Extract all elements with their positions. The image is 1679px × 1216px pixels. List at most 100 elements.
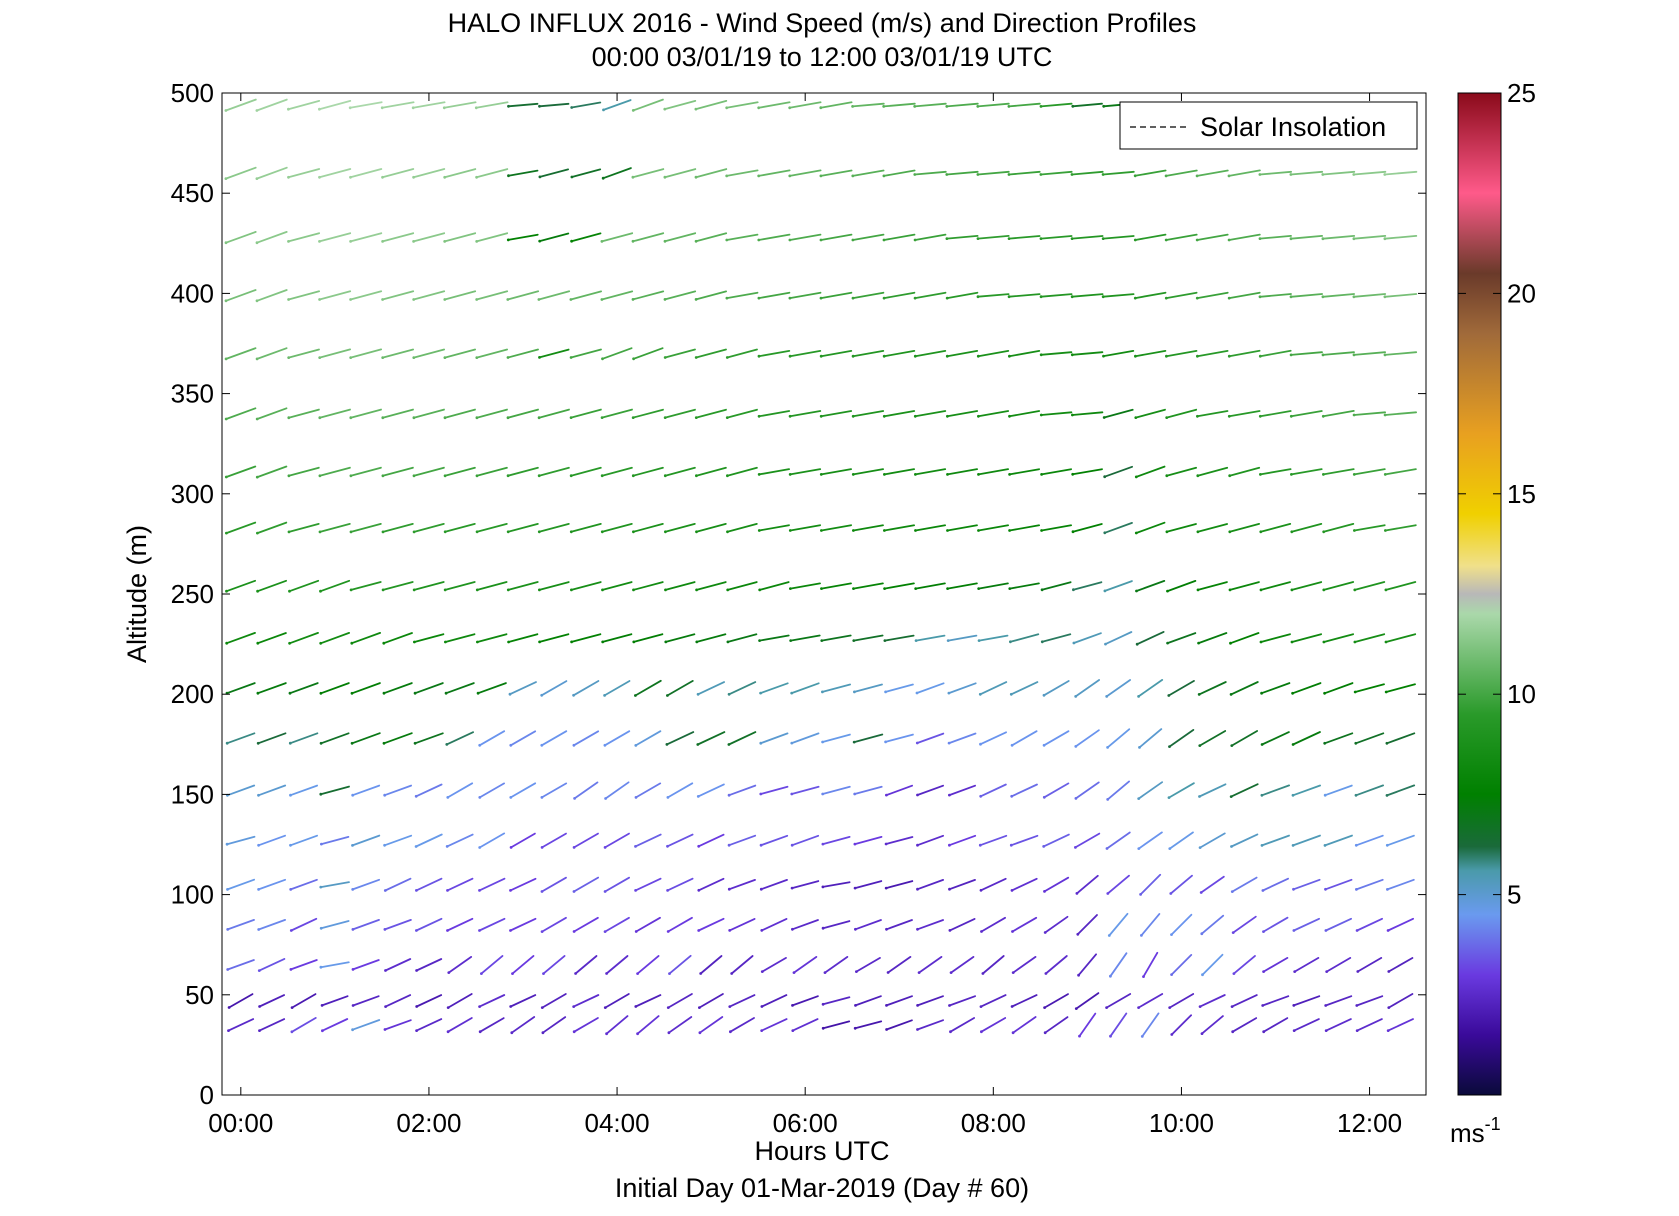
wind-barb-tail xyxy=(351,968,355,971)
wind-barb xyxy=(318,232,352,243)
wind-barb xyxy=(853,733,884,743)
wind-barb xyxy=(757,233,791,241)
wind-barb-tail xyxy=(538,588,541,592)
wind-barb xyxy=(226,732,256,745)
wind-barb xyxy=(1011,994,1038,1008)
wind-barb-tail xyxy=(572,1005,576,1008)
wind-barb-tail xyxy=(538,175,542,179)
wind-barb-tail xyxy=(694,298,698,301)
wind-barb xyxy=(540,730,568,747)
wind-barb xyxy=(1201,953,1224,976)
wind-barb xyxy=(789,634,821,642)
wind-barb xyxy=(914,349,947,358)
wind-barb xyxy=(381,290,415,301)
wind-barb-tail xyxy=(663,474,667,478)
x-tick-label: 02:00 xyxy=(396,1108,461,1138)
wind-barb-tail xyxy=(475,474,479,478)
wind-barb xyxy=(605,955,629,975)
wind-barb xyxy=(1325,917,1352,932)
wind-barb xyxy=(570,290,602,301)
wind-barb-tail xyxy=(1072,641,1076,645)
wind-barb-tail xyxy=(1356,970,1360,973)
wind-barb xyxy=(603,680,631,697)
wind-barb xyxy=(1387,957,1414,973)
wind-barb-tail xyxy=(821,740,824,744)
wind-barb xyxy=(1103,408,1134,419)
wind-barb-tail xyxy=(541,1031,545,1035)
wind-barb xyxy=(1354,732,1385,745)
colorbar-unit-exponent: -1 xyxy=(1485,1114,1501,1134)
wind-barb-tail xyxy=(632,588,635,592)
wind-barb xyxy=(1292,731,1321,746)
wind-barb-tail xyxy=(415,969,418,972)
wind-barb-tail xyxy=(757,174,761,178)
wind-barb xyxy=(444,581,476,591)
wind-barb-tail xyxy=(1101,237,1105,241)
wind-barb xyxy=(320,920,350,930)
wind-barb-tail xyxy=(349,530,353,534)
wind-barb-tail xyxy=(509,743,513,747)
wind-barb xyxy=(287,168,321,179)
wind-barb-tail xyxy=(1198,744,1202,747)
wind-barb xyxy=(1196,291,1229,300)
wind-barb-tail xyxy=(447,971,451,974)
wind-barb xyxy=(1228,466,1261,477)
wind-barb xyxy=(445,731,475,746)
wind-barb-tail xyxy=(414,845,418,848)
wind-barb xyxy=(725,169,759,177)
wind-barb-tail xyxy=(1354,843,1358,847)
wind-barb xyxy=(1353,351,1386,356)
wind-barb xyxy=(1259,349,1292,358)
x-tick-label: 06:00 xyxy=(773,1108,838,1138)
wind-barb xyxy=(913,102,947,108)
wind-barb-tail xyxy=(1008,587,1012,590)
wind-barb-tail xyxy=(319,792,323,796)
wind-barb-tail xyxy=(1262,970,1265,973)
wind-barb-tail xyxy=(1322,640,1326,644)
wind-barb-tail xyxy=(1322,588,1326,592)
wind-barb xyxy=(885,880,914,889)
wind-barb-tail xyxy=(1075,892,1079,895)
wind-barb-tail xyxy=(415,929,418,932)
wind-barb-tail xyxy=(853,1026,857,1030)
wind-barb xyxy=(414,682,444,695)
wind-barb xyxy=(884,733,914,743)
wind-barb-tail xyxy=(883,473,886,476)
wind-barb xyxy=(946,582,978,590)
wind-barb xyxy=(852,233,885,241)
wind-barb-tail xyxy=(1261,1004,1265,1007)
wind-barb-tail xyxy=(350,691,354,695)
wind-barb xyxy=(256,682,287,695)
wind-barb-tail xyxy=(349,356,353,359)
wind-barb-tail xyxy=(1074,1007,1078,1010)
wind-barb-tail xyxy=(540,743,544,747)
wind-barb xyxy=(634,730,662,747)
wind-barb-tail xyxy=(663,356,667,359)
wind-barb xyxy=(226,959,255,971)
wind-barb-tail xyxy=(1258,173,1262,176)
wind-barb-tail xyxy=(510,1031,514,1035)
wind-barb-tail xyxy=(1229,795,1233,798)
wind-barb-tail xyxy=(886,971,890,974)
wind-barb xyxy=(412,290,446,301)
wind-barb xyxy=(1386,732,1416,745)
wind-barb xyxy=(352,959,380,971)
wind-barb-tail xyxy=(412,298,416,301)
wind-barb-tail xyxy=(819,354,823,358)
wind-barb xyxy=(852,410,885,418)
wind-barb-tail xyxy=(695,530,698,534)
y-tick-label: 150 xyxy=(171,779,214,809)
wind-barb-tail xyxy=(289,968,293,971)
wind-barb-tail xyxy=(759,691,762,695)
wind-barb-tail xyxy=(475,356,479,359)
wind-barb-tail xyxy=(946,587,949,590)
wind-barb-tail xyxy=(446,1006,450,1009)
wind-barb-tail xyxy=(728,1005,732,1008)
wind-barb-tail xyxy=(916,927,919,931)
chart-title: HALO INFLUX 2016 - Wind Speed (m/s) and … xyxy=(448,8,1197,38)
wind-barb xyxy=(1044,1016,1069,1034)
wind-barb-tail xyxy=(224,417,228,421)
wind-barb-tail xyxy=(351,888,355,891)
wind-barb-tail xyxy=(1078,1034,1081,1038)
wind-barb-tail xyxy=(948,1004,951,1007)
